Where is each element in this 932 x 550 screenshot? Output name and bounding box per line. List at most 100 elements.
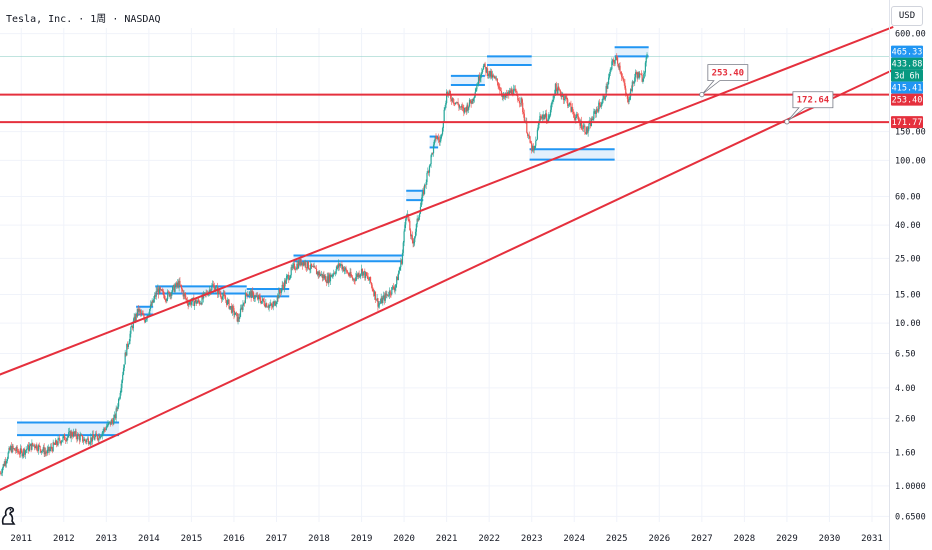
candle-body bbox=[125, 352, 127, 356]
candle-body bbox=[283, 286, 285, 289]
candle-body bbox=[342, 266, 345, 272]
candle-body bbox=[576, 114, 578, 117]
price-badge[interactable] bbox=[891, 93, 923, 106]
candle-body bbox=[491, 71, 493, 78]
candle-body bbox=[219, 292, 221, 295]
candle-body bbox=[323, 274, 325, 279]
candle-body bbox=[489, 70, 491, 77]
candle-body bbox=[242, 303, 244, 310]
candle-body bbox=[122, 374, 124, 381]
candle-body bbox=[394, 287, 396, 291]
candle-body bbox=[270, 303, 273, 306]
price-badge[interactable] bbox=[891, 116, 923, 129]
candle-body bbox=[196, 301, 198, 304]
candle-body bbox=[169, 293, 171, 297]
candle-body bbox=[294, 269, 296, 270]
candle-body bbox=[9, 448, 11, 450]
candle-body bbox=[437, 137, 440, 140]
candle-body bbox=[266, 303, 268, 308]
candle-body bbox=[537, 124, 539, 130]
candle-body bbox=[284, 280, 286, 289]
candle-body bbox=[50, 446, 52, 450]
x-tick-label: 2027 bbox=[691, 534, 713, 544]
candle-body bbox=[302, 262, 304, 266]
candle-body bbox=[187, 303, 189, 306]
candle-body bbox=[365, 272, 368, 276]
candle-body bbox=[177, 282, 179, 288]
candle-body bbox=[174, 286, 176, 292]
candle-body bbox=[568, 103, 570, 106]
candle-body bbox=[519, 103, 521, 104]
candle-body bbox=[192, 297, 194, 299]
candle-body bbox=[277, 295, 279, 299]
candle-body bbox=[492, 74, 494, 77]
candle-body bbox=[112, 421, 114, 425]
candle-body bbox=[293, 263, 295, 265]
candle-body bbox=[630, 89, 632, 97]
candle-body bbox=[574, 117, 576, 120]
candle-body bbox=[381, 297, 383, 304]
candle-body bbox=[102, 431, 104, 433]
candle-body bbox=[58, 438, 60, 439]
candle-body bbox=[257, 295, 259, 300]
candle-body bbox=[612, 59, 615, 63]
candle-body bbox=[491, 74, 494, 78]
candle-body bbox=[320, 274, 322, 276]
y-tick-label: 60.00 bbox=[895, 192, 921, 202]
candle-body bbox=[538, 121, 540, 125]
candle-body bbox=[378, 303, 381, 305]
candle-body bbox=[286, 276, 288, 278]
candle-body bbox=[571, 107, 574, 112]
price-badge[interactable] bbox=[891, 57, 923, 70]
chart-title: Tesla, Inc. · 1周 · NASDAQ bbox=[6, 14, 161, 25]
candle-body bbox=[441, 134, 443, 136]
candle-body bbox=[563, 94, 565, 101]
zone-fill bbox=[17, 422, 120, 436]
price-badge[interactable] bbox=[891, 45, 923, 58]
candle-body bbox=[417, 218, 419, 221]
candle-body bbox=[446, 91, 449, 95]
candle-body bbox=[487, 75, 489, 76]
candle-body bbox=[17, 451, 19, 452]
trendline-lower[interactable] bbox=[0, 68, 894, 500]
candle-body bbox=[7, 452, 9, 459]
candle-body bbox=[565, 96, 567, 98]
candle-body bbox=[245, 292, 247, 295]
candle-body bbox=[262, 298, 264, 302]
candle-body bbox=[360, 268, 363, 274]
candle-body bbox=[33, 444, 35, 447]
candle-body bbox=[300, 258, 302, 265]
candle-body bbox=[310, 263, 312, 270]
candle-body bbox=[609, 69, 611, 74]
candle-body bbox=[403, 231, 405, 243]
price-badge[interactable] bbox=[891, 81, 923, 94]
candle-body bbox=[208, 289, 211, 293]
candle-body bbox=[37, 449, 39, 451]
candle-body bbox=[502, 95, 504, 98]
candle-body bbox=[522, 102, 524, 113]
candle-body bbox=[311, 263, 313, 267]
candle-body bbox=[281, 284, 283, 289]
candle-body bbox=[46, 449, 49, 454]
candle-body bbox=[6, 458, 8, 462]
price-callout-bubble[interactable] bbox=[701, 64, 749, 95]
candle-body bbox=[296, 263, 298, 269]
price-callout-bubble[interactable] bbox=[786, 91, 834, 123]
candle-body bbox=[493, 76, 495, 79]
candle-body bbox=[185, 295, 187, 299]
price-badge[interactable] bbox=[891, 69, 923, 82]
candle-body bbox=[239, 308, 242, 317]
candle-body bbox=[64, 434, 66, 441]
candle-body bbox=[476, 85, 478, 90]
candle-body bbox=[615, 56, 617, 61]
candle-body bbox=[370, 282, 372, 286]
candle-body bbox=[444, 107, 446, 110]
trendline-upper[interactable] bbox=[0, 25, 894, 383]
candle-body bbox=[509, 90, 512, 93]
candle-body bbox=[347, 272, 349, 274]
candle-body bbox=[60, 441, 62, 444]
candle-body bbox=[604, 96, 606, 100]
currency-button[interactable]: USD bbox=[891, 6, 923, 26]
candle-body bbox=[79, 435, 81, 441]
